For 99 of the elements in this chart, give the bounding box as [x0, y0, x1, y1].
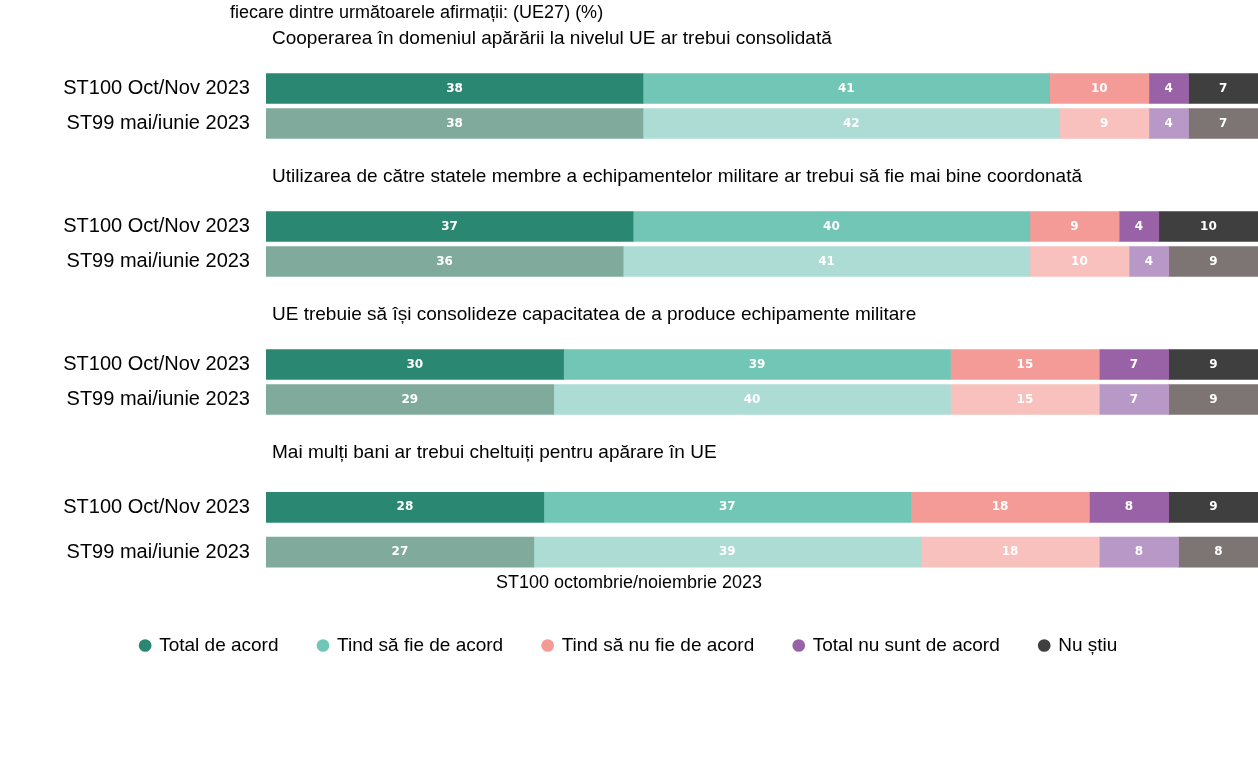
- data-label: 4: [1164, 115, 1173, 130]
- data-label: 8: [1214, 544, 1223, 559]
- bar: [1168, 492, 1258, 523]
- bar: [1188, 73, 1258, 104]
- data-label: 9: [1070, 218, 1079, 233]
- y-tick-label: ST100 Oct/Nov 2023: [63, 214, 250, 237]
- y-tick-label: ST99 mai/iunie 2023: [66, 249, 250, 272]
- bar: [1029, 246, 1130, 277]
- bar: [1168, 384, 1258, 415]
- bar: [642, 73, 1051, 104]
- y-tick-label: ST99 mai/iunie 2023: [66, 387, 250, 410]
- data-label: 18: [991, 499, 1009, 514]
- data-label: 38: [446, 80, 463, 95]
- bar: [1168, 349, 1258, 380]
- data-label: 7: [1129, 356, 1139, 371]
- bar: [1148, 108, 1189, 139]
- bar: [632, 211, 1031, 242]
- legend-title: ST100 octombrie/noiembrie 2023: [495, 572, 763, 593]
- data-label: 9: [1209, 499, 1218, 514]
- bar: [910, 492, 1090, 523]
- legend-label: Tind să fie de acord: [337, 633, 504, 655]
- data-label: 9: [1209, 391, 1218, 406]
- data-label: 18: [1001, 544, 1019, 559]
- legend-label: Total de acord: [159, 633, 279, 655]
- bar: [950, 349, 1100, 380]
- bar: [266, 349, 564, 380]
- data-label: 4: [1144, 253, 1154, 268]
- bar: [1118, 211, 1160, 242]
- bar: [1178, 536, 1258, 568]
- bar: [1029, 211, 1120, 242]
- data-label: 36: [436, 253, 453, 268]
- bar: [1158, 211, 1258, 242]
- bar: [266, 492, 545, 523]
- legend-label: Tind să nu fie de acord: [561, 633, 755, 655]
- data-label: 27: [391, 544, 409, 559]
- legend-label: Total nu sunt de acord: [812, 633, 1000, 655]
- bar: [1148, 73, 1189, 104]
- data-label: 8: [1124, 499, 1134, 514]
- bar: [553, 384, 951, 415]
- y-tick-label: ST99 mai/iunie 2023: [66, 539, 250, 562]
- bar: [266, 108, 644, 139]
- chart-title: Mai mulți bani ar trebui cheltuiți pentru apărare în UE: [271, 440, 718, 464]
- bar: [1089, 492, 1170, 523]
- data-label: 10: [1090, 80, 1108, 95]
- bar: [1098, 536, 1179, 568]
- bar: [266, 246, 624, 277]
- bar: [1098, 384, 1170, 415]
- data-label: 4: [1134, 218, 1144, 233]
- data-label: 9: [1209, 253, 1218, 268]
- chart-title: Utilizarea de către statele membre a echipamentelor militare ar trebui să fie mai bine coordonată: [271, 164, 1083, 188]
- bar: [266, 211, 634, 242]
- y-tick-label: ST100 Oct/Nov 2023: [63, 494, 250, 517]
- data-label: 4: [1164, 80, 1173, 95]
- bar: [266, 73, 644, 104]
- data-label: 40: [743, 391, 761, 406]
- bar: [1188, 108, 1258, 139]
- data-label: 10: [1200, 218, 1217, 233]
- bar: [1059, 108, 1150, 139]
- data-label: 41: [818, 253, 835, 268]
- data-label: 39: [748, 356, 766, 371]
- data-label: 42: [842, 115, 860, 130]
- data-label: 38: [446, 115, 463, 130]
- data-label: 8: [1134, 544, 1144, 559]
- bar: [1098, 349, 1170, 380]
- data-label: 15: [1016, 391, 1034, 406]
- data-label: 7: [1129, 391, 1139, 406]
- y-tick-label: ST100 Oct/Nov 2023: [63, 76, 250, 99]
- chart-subtitle: Cooperarea în domeniul apărării la nivelul UE ar trebui consolidată: [271, 26, 833, 50]
- data-label: 9: [1209, 356, 1218, 371]
- data-label: 41: [837, 80, 855, 95]
- bar: [543, 492, 912, 523]
- bar: [1128, 246, 1170, 277]
- data-label: 7: [1219, 115, 1228, 130]
- bar: [920, 536, 1100, 568]
- bar: [642, 108, 1060, 139]
- bar: [1168, 246, 1258, 277]
- bar: [266, 536, 535, 568]
- data-label: 37: [441, 218, 458, 233]
- y-tick-label: ST99 mai/iunie 2023: [66, 111, 250, 134]
- data-label: 37: [718, 499, 736, 514]
- data-label: 7: [1219, 80, 1228, 95]
- data-label: 29: [401, 391, 419, 406]
- chart-title: UE trebuie să își consolideze capacitatea de a produce echipamente militare: [271, 302, 918, 326]
- data-label: 40: [823, 218, 840, 233]
- data-label: 28: [396, 499, 414, 514]
- y-tick-label: ST100 Oct/Nov 2023: [63, 352, 250, 375]
- bar: [533, 536, 922, 568]
- bar: [950, 384, 1100, 415]
- bar: [266, 384, 555, 415]
- data-label: 10: [1071, 253, 1088, 268]
- data-label: 30: [406, 356, 424, 371]
- chart-title: fiecare dintre următoarele afirmații: (UE27) (%): [229, 1, 605, 23]
- bar: [622, 246, 1031, 277]
- data-label: 15: [1016, 356, 1034, 371]
- legend-label: Nu știu: [1058, 633, 1118, 655]
- data-label: 9: [1100, 115, 1109, 130]
- data-label: 39: [718, 544, 736, 559]
- bar: [563, 349, 951, 380]
- bar: [1049, 73, 1150, 104]
